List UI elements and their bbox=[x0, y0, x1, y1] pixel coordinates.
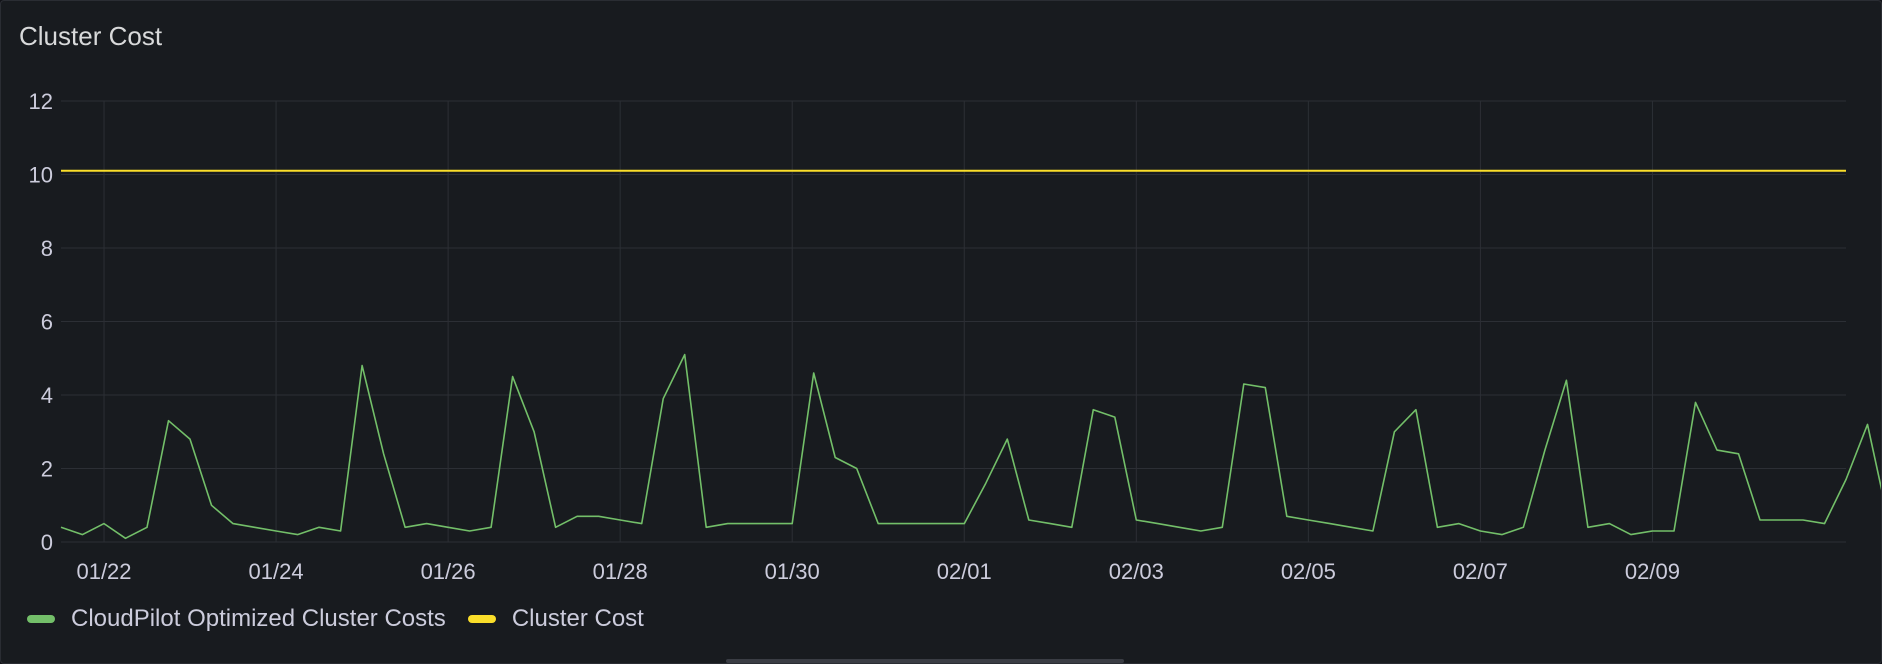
y-tick-label: 4 bbox=[41, 383, 53, 408]
x-tick-label: 02/05 bbox=[1281, 559, 1336, 584]
legend: CloudPilot Optimized Cluster Costs Clust… bbox=[27, 605, 666, 633]
x-tick-label: 01/24 bbox=[249, 559, 304, 584]
x-tick-label: 01/22 bbox=[76, 559, 131, 584]
y-tick-label: 6 bbox=[41, 310, 53, 335]
x-tick-label: 02/07 bbox=[1453, 559, 1508, 584]
y-tick-label: 2 bbox=[41, 457, 53, 482]
x-tick-label: 02/03 bbox=[1109, 559, 1164, 584]
legend-swatch-optimized bbox=[27, 615, 55, 623]
y-tick-labels: 0 2 4 6 8 10 12 bbox=[29, 89, 53, 555]
legend-item-cluster-cost[interactable]: Cluster Cost bbox=[467, 605, 644, 633]
x-tick-label: 02/09 bbox=[1625, 559, 1680, 584]
series-line-optimized-cluster-costs[interactable] bbox=[60, 347, 1881, 540]
x-tick-label: 01/30 bbox=[765, 559, 820, 584]
legend-label-cluster-cost: Cluster Cost bbox=[511, 605, 644, 632]
y-tick-label: 0 bbox=[41, 530, 53, 555]
panel-title: Cluster Cost bbox=[19, 21, 163, 51]
y-grid bbox=[61, 100, 1846, 543]
horizontal-scrollbar[interactable] bbox=[726, 659, 1124, 663]
y-tick-label: 10 bbox=[29, 163, 53, 188]
x-tick-labels: 01/22 01/24 01/26 01/28 01/30 02/01 02/03 02/05… bbox=[76, 559, 1679, 584]
cluster-cost-chart[interactable]: 0 2 4 6 8 10 12 01/22 01/24 01/26 01/28 01/30 02/01… bbox=[1, 1, 1881, 601]
x-tick-label: 01/28 bbox=[593, 559, 648, 584]
x-tick-label: 02/01 bbox=[937, 559, 992, 584]
legend-label-optimized: CloudPilot Optimized Cluster Costs bbox=[71, 605, 446, 632]
y-tick-label: 12 bbox=[29, 89, 53, 114]
x-tick-label: 01/26 bbox=[421, 559, 476, 584]
legend-item-optimized[interactable]: CloudPilot Optimized Cluster Costs bbox=[27, 605, 446, 633]
x-grid bbox=[103, 101, 1653, 542]
y-tick-label: 8 bbox=[41, 236, 53, 261]
series-layer bbox=[60, 169, 1881, 540]
legend-swatch-cluster-cost bbox=[467, 615, 496, 623]
